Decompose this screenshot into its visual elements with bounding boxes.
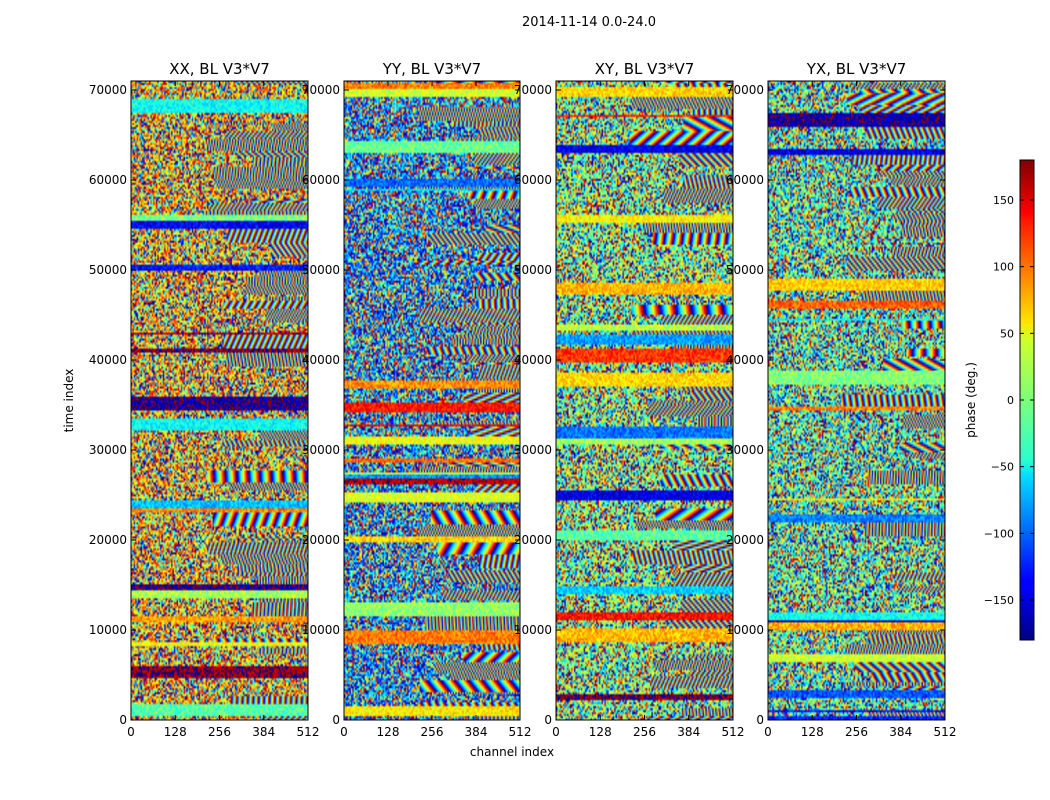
- colorbar-tick-label: 150: [993, 194, 1014, 207]
- colorbar-tick-label: 50: [1000, 327, 1014, 340]
- ytick-label: 50000: [726, 263, 764, 277]
- panel-title-2: XY, BL V3*V7: [595, 60, 695, 78]
- xtick-label: 512: [297, 725, 320, 739]
- xtick-label: 384: [465, 725, 488, 739]
- ytick-label: 30000: [514, 443, 552, 457]
- ytick-label: 10000: [514, 623, 552, 637]
- xtick-label: 0: [127, 725, 135, 739]
- ytick-label: 70000: [726, 83, 764, 97]
- xtick-label: 256: [633, 725, 656, 739]
- ytick-label: 70000: [302, 83, 340, 97]
- ytick-label: 40000: [726, 353, 764, 367]
- panel-2: XY, BL V3*V7 0 128 256 384 512 0 10000 20000 3000…: [514, 60, 745, 739]
- xtick-label: 384: [677, 725, 700, 739]
- xtick-label: 384: [252, 725, 275, 739]
- xtick-label: 512: [722, 725, 745, 739]
- xtick-label: 0: [764, 725, 772, 739]
- ytick-label: 60000: [302, 173, 340, 187]
- xtick-label: 128: [589, 725, 612, 739]
- xtick-label: 512: [509, 725, 532, 739]
- colorbar-tick-label: 100: [993, 261, 1014, 274]
- ytick-label: 60000: [726, 173, 764, 187]
- ytick-label: 60000: [89, 173, 127, 187]
- xtick-label: 0: [340, 725, 348, 739]
- panel-title-1: YY, BL V3*V7: [382, 60, 481, 78]
- colorbar-label: phase (deg.): [964, 362, 978, 438]
- panel-1: YY, BL V3*V7 0 128 256 384 512 0 10000 20000 3000…: [302, 60, 554, 759]
- heatmap-image-2: [556, 81, 733, 720]
- ytick-label: 10000: [726, 623, 764, 637]
- panel-title-0: XX, BL V3*V7: [169, 60, 270, 78]
- heatmap-image-1: [344, 81, 520, 720]
- ytick-label: 60000: [514, 173, 552, 187]
- panels-group: XX, BL V3*V7 0 128 256 384 512 0 10000 20000 3000…: [62, 60, 956, 759]
- figure-suptitle: 2014-11-14 0.0-24.0: [522, 15, 656, 30]
- ytick-label: 30000: [89, 443, 127, 457]
- colorbar-ticks: 150 100 50 0 −50 −100 −150: [984, 194, 1034, 607]
- panel-0: XX, BL V3*V7 0 128 256 384 512 0 10000 20000 3000…: [62, 60, 319, 739]
- ytick-label: 10000: [302, 623, 340, 637]
- ytick-label: 30000: [302, 443, 340, 457]
- ytick-label: 40000: [514, 353, 552, 367]
- ytick-label: 40000: [89, 353, 127, 367]
- ytick-label: 50000: [89, 263, 127, 277]
- xtick-label: 0: [552, 725, 560, 739]
- xtick-label: 256: [421, 725, 444, 739]
- ytick-label: 20000: [89, 533, 127, 547]
- xtick-label: 256: [208, 725, 231, 739]
- heatmap-image-0: [131, 81, 308, 720]
- ytick-label: 20000: [514, 533, 552, 547]
- ytick-label: 70000: [89, 83, 127, 97]
- panel-title-3: YX, BL V3*V7: [806, 60, 907, 78]
- ytick-label: 50000: [302, 263, 340, 277]
- xtick-label: 128: [164, 725, 187, 739]
- xtick-label: 128: [377, 725, 400, 739]
- ytick-label: 0: [544, 713, 552, 727]
- colorbar-tick-label: −100: [984, 527, 1014, 540]
- ytick-label: 70000: [514, 83, 552, 97]
- panel-3: YX, BL V3*V7 0 128 256 384 512 0 10000 20000 3000…: [726, 60, 957, 739]
- xtick-label: 256: [845, 725, 868, 739]
- xtick-label: 512: [934, 725, 957, 739]
- ytick-label: 50000: [514, 263, 552, 277]
- xtick-label: 384: [889, 725, 912, 739]
- ytick-label: 0: [119, 713, 127, 727]
- ytick-label: 0: [332, 713, 340, 727]
- x-axis-label: channel index: [470, 745, 554, 759]
- heatmap-image-3: [768, 81, 945, 720]
- colorbar-tick-label: −150: [984, 594, 1014, 607]
- colorbar: 150 100 50 0 −50 −100 −150 phase (deg.): [964, 159, 1035, 641]
- ytick-label: 30000: [726, 443, 764, 457]
- ytick-label: 20000: [726, 533, 764, 547]
- y-axis-label: time index: [62, 369, 76, 433]
- ytick-label: 40000: [302, 353, 340, 367]
- colorbar-tick-label: 0: [1007, 394, 1014, 407]
- ytick-label: 10000: [89, 623, 127, 637]
- ytick-label: 0: [756, 713, 764, 727]
- colorbar-tick-label: −50: [991, 461, 1014, 474]
- xtick-label: 128: [801, 725, 824, 739]
- ytick-label: 20000: [302, 533, 340, 547]
